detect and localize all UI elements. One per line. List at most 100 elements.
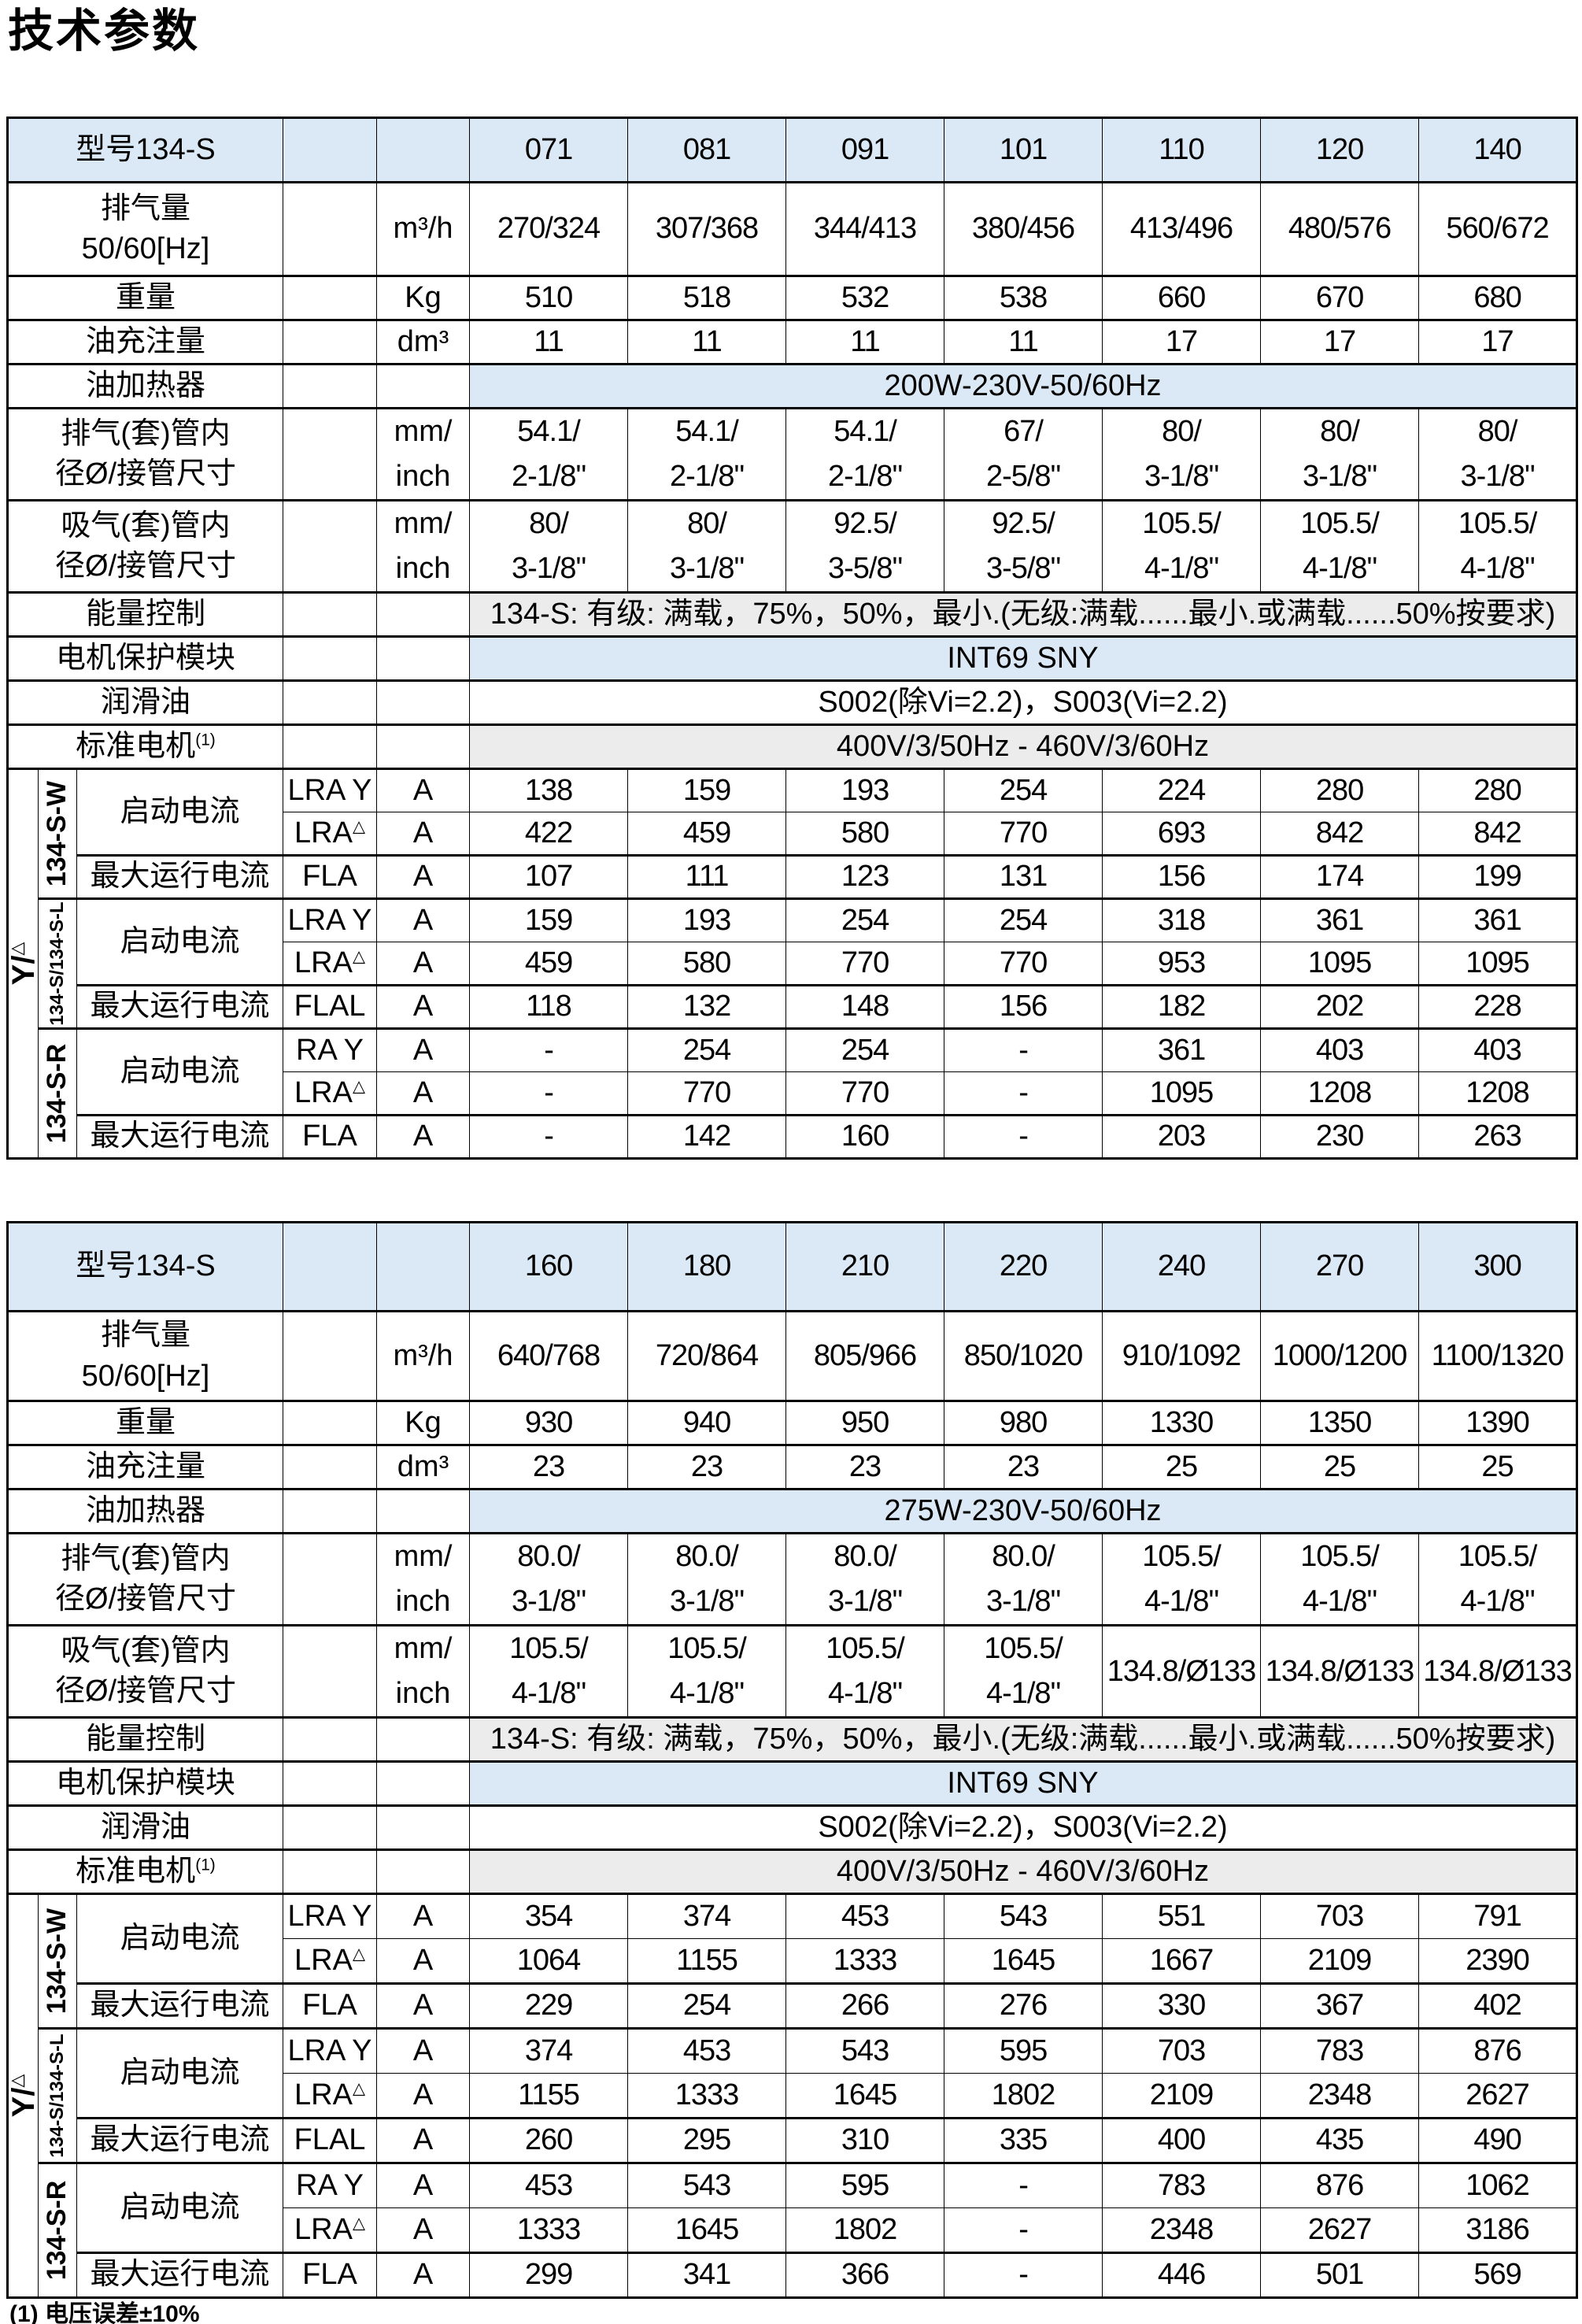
spec-table-1: 型号134-S 071 081 091 101 110 120 140 排气量 50/60[Hz]… — [6, 117, 1579, 1160]
current-row: 134-S/134-S-L 启动电流 LRA Y A 374 453 543 595 703 78… — [8, 2027, 1578, 2163]
model-header-cell: 220 — [944, 1221, 1103, 1312]
value-cell: 532 — [785, 275, 945, 320]
value-cell: 361 — [1418, 897, 1578, 942]
page-title: 技术参数 — [8, 6, 201, 57]
value-cell: 254 — [627, 1027, 787, 1072]
value-cell: 560/672 — [1418, 181, 1578, 276]
value-line: 3-1/8" — [511, 1585, 586, 1618]
value-cell: 374 — [469, 2027, 629, 2074]
value-cell: 23 — [785, 1444, 945, 1490]
current-code-cell: LRA△ — [283, 1071, 378, 1116]
group-model-cell: 134-S-R — [38, 2162, 77, 2298]
unit-cell: A — [376, 854, 471, 899]
current-code-cell: LRA△ — [283, 2073, 378, 2119]
value-cell: 335 — [944, 2117, 1103, 2163]
model-header-cell: 101 — [944, 117, 1103, 183]
value-line: 4-1/8" — [511, 1677, 586, 1710]
current-code-cell: RA Y — [283, 2162, 378, 2208]
value-cell: 131 — [944, 854, 1103, 899]
value-cell: 640/768 — [469, 1310, 629, 1401]
value-line: 4-1/8" — [1302, 552, 1377, 585]
value-line: 105.5/ — [1300, 507, 1380, 540]
unit-cell: mm/inch — [376, 1624, 471, 1718]
label-line: 排气(套)管内 — [61, 416, 231, 450]
empty-cell — [283, 635, 378, 681]
value-cell: 1802 — [785, 2207, 945, 2253]
value-line: 3-1/8" — [985, 1585, 1061, 1618]
group-model-cell: 134-S-W — [38, 1893, 77, 2029]
row-label: 吸气(套)管内 径Ø/接管尺寸 — [6, 499, 284, 593]
group-model-cell: 134-S-R — [38, 1027, 77, 1159]
value-line: 54.1/ — [517, 415, 581, 448]
value-cell: 203 — [1102, 1114, 1262, 1159]
current-code-cell: FLAL — [283, 984, 378, 1029]
value-cell: 842 — [1260, 812, 1420, 856]
empty-cell — [376, 1804, 471, 1850]
label-line: 重量 — [116, 1405, 176, 1439]
value-line: 105.5/ — [826, 1632, 905, 1665]
value-cell: 156 — [1102, 854, 1262, 899]
current-row: 最大运行电流 FLA A -142 160-203 230 263 — [8, 1114, 1578, 1159]
value-cell: 1645 — [944, 1938, 1103, 1984]
value-cell: 1645 — [627, 2207, 787, 2253]
value-cell: 80/3-1/8" — [1102, 407, 1262, 501]
model-header-cell: 140 — [1418, 117, 1578, 183]
table-body: 型号134-S 071 081 091 101 110 120 140 排气量 50/60[Hz]… — [6, 117, 1578, 1159]
empty-cell — [283, 1848, 378, 1894]
value-cell: 930 — [469, 1400, 629, 1445]
empty-cell — [376, 723, 471, 769]
max-current-label: 最大运行电流 — [76, 1982, 284, 2029]
empty-cell — [283, 1310, 378, 1401]
current-row: LRA△ A -770 770-1095 1208 1208 — [8, 1071, 1578, 1116]
current-code-cell: LRA△ — [283, 1938, 378, 1984]
unit-cell: A — [376, 1982, 471, 2029]
row-label: 吸气(套)管内 径Ø/接管尺寸 — [6, 1624, 284, 1718]
value-cell: 17 — [1260, 319, 1420, 365]
value-cell: 80.0/3-1/8" — [627, 1532, 787, 1626]
value-cell: 374 — [627, 1893, 787, 1939]
value-cell: 453 — [785, 1893, 945, 1939]
label-line: 径Ø/接管尺寸 — [54, 1675, 237, 1708]
value-cell: 80.0/3-1/8" — [469, 1532, 629, 1626]
value-cell: 953 — [1102, 942, 1262, 986]
label-line: 电机保护模块 — [56, 1766, 236, 1800]
value-cell: 595 — [944, 2027, 1103, 2074]
empty-cell — [283, 1221, 378, 1312]
value-cell: 310 — [785, 2117, 945, 2163]
current-code-cell: LRA Y — [283, 897, 378, 942]
value-line: mm/ — [394, 1632, 453, 1665]
value-cell: 413/496 — [1102, 181, 1262, 276]
merged-value-cell: 134-S: 有级: 满载，75%，50%，最小.(无级:满载......最小.… — [469, 1716, 1578, 1762]
group-model-cell: 134-S/134-S-L — [38, 897, 77, 1029]
label-line: 能量控制 — [86, 597, 206, 631]
unit-cell: A — [376, 1114, 471, 1159]
value-cell: 174 — [1260, 854, 1420, 899]
value-line: 3-1/8" — [827, 1585, 903, 1618]
empty-cell — [376, 1848, 471, 1894]
value-cell: 159 — [469, 897, 629, 942]
value-cell: 510 — [469, 275, 629, 320]
label-line: 油加热器 — [86, 1493, 206, 1527]
value-cell: 230 — [1260, 1114, 1420, 1159]
value-cell: 543 — [785, 2027, 945, 2074]
value-line: 4-1/8" — [827, 1677, 903, 1710]
value-cell: 361 — [1102, 1027, 1262, 1072]
empty-cell — [283, 1488, 378, 1534]
max-current-label: 最大运行电流 — [76, 2252, 284, 2298]
spec-row-oil-charge: 油充注量 dm³ 11 11 11 11 17 17 17 — [6, 319, 1578, 365]
value-line: 105.5/ — [509, 1632, 589, 1665]
value-cell: 2109 — [1260, 1938, 1420, 1984]
unit-cell: A — [376, 1938, 471, 1984]
value-cell: 260 — [469, 2117, 629, 2163]
value-cell: 910/1092 — [1102, 1310, 1262, 1401]
wye-delta-label-cell: Y/△ — [7, 1893, 39, 2298]
value-cell: 518 — [627, 275, 787, 320]
group-model-label: 134-S-W — [42, 780, 72, 887]
value-cell: 341 — [627, 2252, 787, 2298]
row-label: 油充注量 — [6, 1444, 284, 1490]
model-header-cell: 081 — [627, 117, 787, 183]
value-cell: 459 — [627, 812, 787, 856]
current-code-cell: LRA△ — [283, 812, 378, 856]
table-header-row: 型号134-S 071 081 091 101 110 120 140 — [6, 117, 1578, 183]
spec-row-discharge-pipe: 排气(套)管内 径Ø/接管尺寸 mm/inch 54.1/2-1/8" 54.1/2-1… — [6, 407, 1578, 501]
